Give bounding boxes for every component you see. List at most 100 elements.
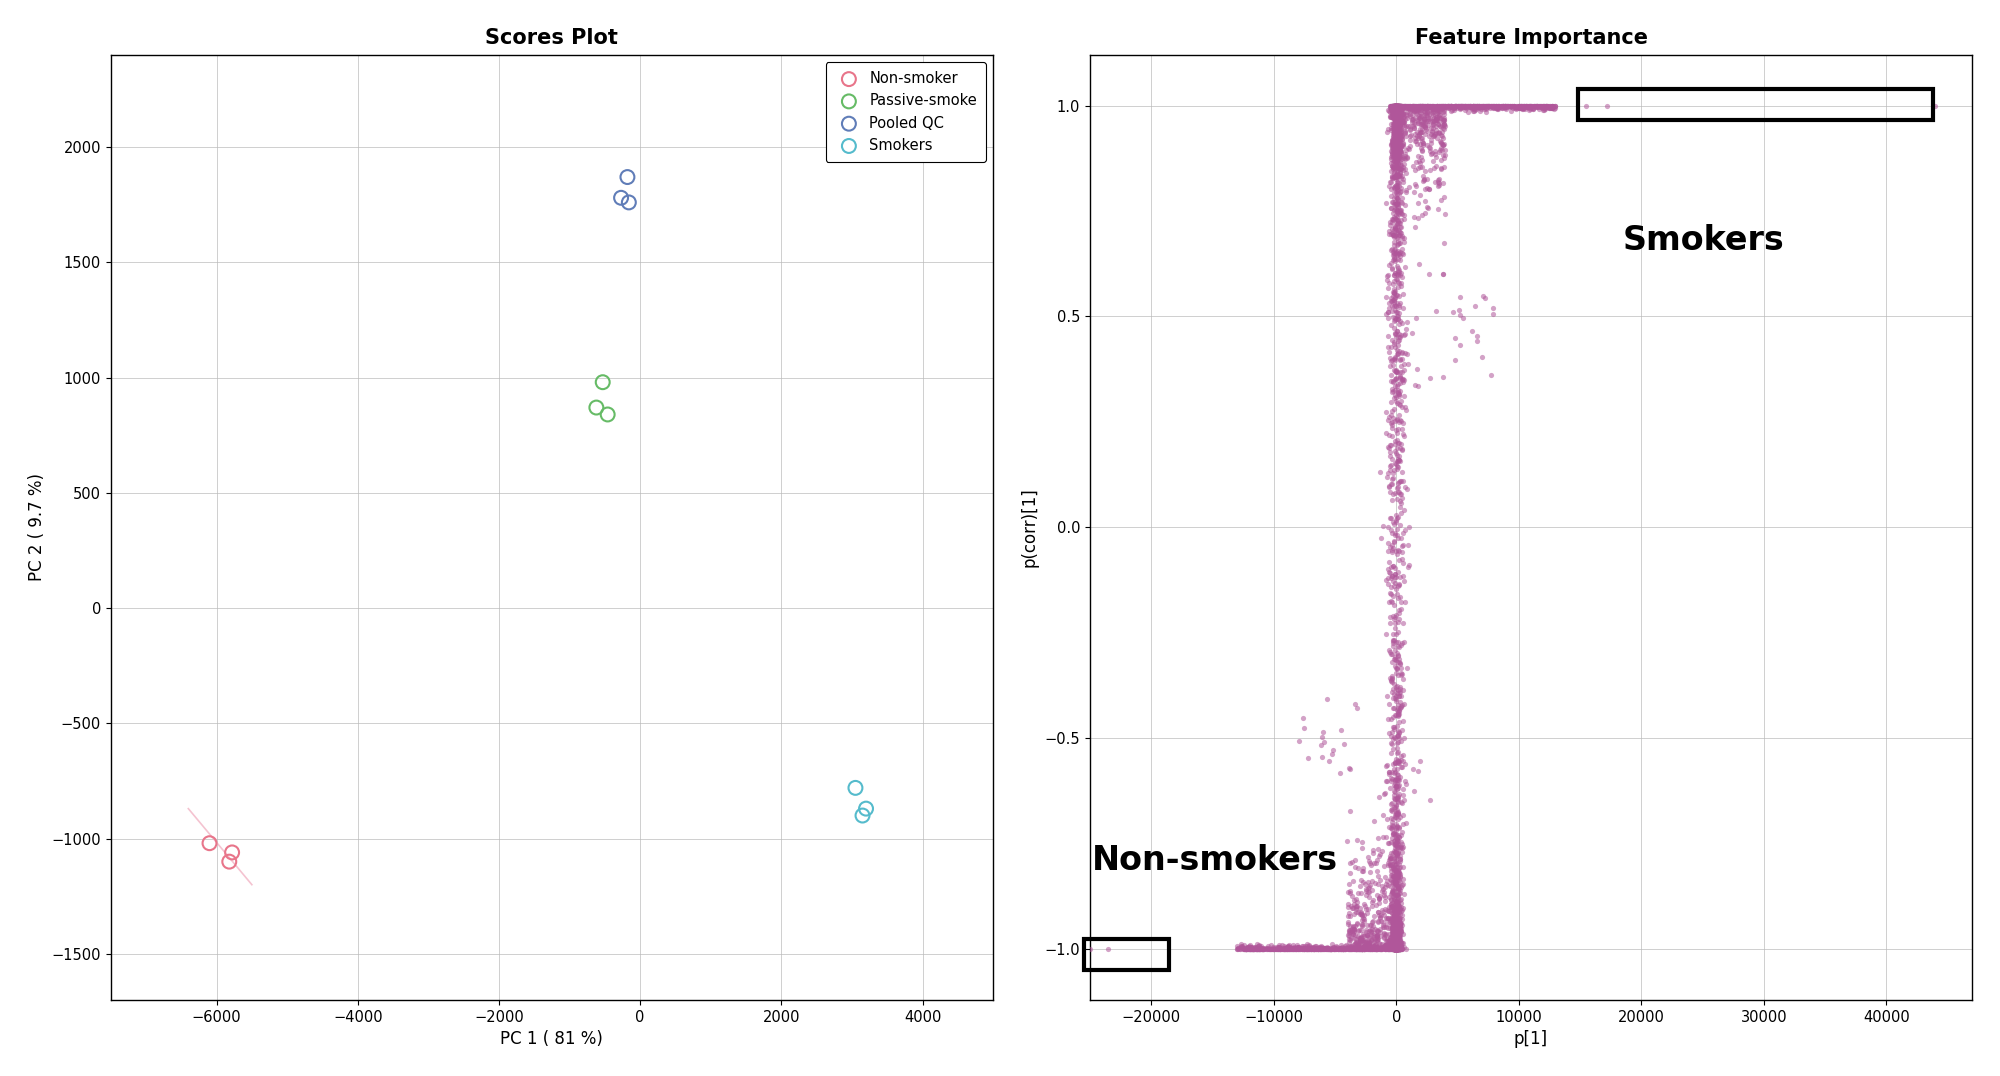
Point bbox=[1352, 939, 1384, 957]
Point bbox=[1232, 939, 1264, 957]
Point bbox=[1380, 98, 1412, 115]
Point bbox=[1382, 940, 1414, 958]
Point bbox=[1386, 99, 1418, 116]
Point bbox=[1364, 464, 1396, 481]
Point bbox=[1292, 940, 1324, 958]
Point bbox=[1402, 99, 1434, 116]
Point bbox=[1378, 611, 1410, 628]
Point bbox=[1386, 939, 1418, 957]
Point bbox=[1404, 148, 1436, 166]
Point bbox=[1376, 625, 1408, 642]
Point bbox=[1386, 876, 1418, 893]
Point bbox=[1410, 99, 1442, 116]
Point bbox=[1226, 937, 1258, 954]
Point bbox=[1396, 97, 1428, 114]
Point bbox=[1386, 567, 1418, 584]
Point bbox=[1374, 849, 1406, 866]
Point bbox=[1298, 940, 1330, 958]
Point bbox=[1464, 98, 1496, 115]
Point bbox=[1380, 771, 1412, 789]
Point bbox=[1422, 102, 1454, 119]
Pooled QC bbox=[606, 189, 638, 207]
Point bbox=[1366, 939, 1398, 957]
Point bbox=[1382, 112, 1414, 129]
Point bbox=[1382, 923, 1414, 940]
Point bbox=[1376, 890, 1408, 907]
Point bbox=[1380, 102, 1412, 119]
Point bbox=[1374, 108, 1406, 125]
Point bbox=[1372, 710, 1404, 727]
Point bbox=[1378, 442, 1410, 459]
Point bbox=[1382, 105, 1414, 123]
Point bbox=[1370, 625, 1402, 642]
Point bbox=[1438, 98, 1470, 115]
Point bbox=[1382, 491, 1414, 508]
Point bbox=[1274, 940, 1306, 958]
Point bbox=[1314, 940, 1346, 958]
Point bbox=[1426, 97, 1458, 114]
Point bbox=[1380, 940, 1412, 958]
Point bbox=[1424, 98, 1456, 115]
Point bbox=[1382, 923, 1414, 940]
Point bbox=[1380, 150, 1412, 167]
Point bbox=[1384, 218, 1416, 236]
Point bbox=[1514, 97, 1546, 114]
Point bbox=[1278, 938, 1310, 955]
Point bbox=[1376, 940, 1408, 958]
Point bbox=[1378, 922, 1410, 939]
Point bbox=[1382, 940, 1414, 958]
Point bbox=[1386, 97, 1418, 114]
Point bbox=[1386, 104, 1418, 122]
Point bbox=[1378, 97, 1410, 114]
Point bbox=[1418, 97, 1450, 114]
Point bbox=[1370, 936, 1402, 953]
Point bbox=[1380, 940, 1412, 958]
Point bbox=[1378, 930, 1410, 947]
Point bbox=[1388, 158, 1420, 175]
Point bbox=[1382, 448, 1414, 465]
Point bbox=[1382, 99, 1414, 116]
Point bbox=[1380, 929, 1412, 946]
Point bbox=[1244, 937, 1276, 954]
Point bbox=[1388, 634, 1420, 651]
Point bbox=[1382, 98, 1414, 115]
Point bbox=[1382, 910, 1414, 928]
Point bbox=[1378, 280, 1410, 297]
Point bbox=[1390, 97, 1422, 114]
Point bbox=[1384, 102, 1416, 119]
Point bbox=[1386, 98, 1418, 115]
Point bbox=[1426, 116, 1458, 133]
Point bbox=[1342, 940, 1374, 958]
Point bbox=[1382, 337, 1414, 354]
Point bbox=[1920, 97, 1952, 114]
Point bbox=[1378, 169, 1410, 186]
Point bbox=[1404, 97, 1436, 114]
Point bbox=[1504, 100, 1536, 117]
Point bbox=[1342, 921, 1374, 938]
Point bbox=[1386, 472, 1418, 490]
Point bbox=[1382, 939, 1414, 957]
Point bbox=[1380, 146, 1412, 164]
Point bbox=[1370, 940, 1402, 958]
Point bbox=[1384, 99, 1416, 116]
Point bbox=[1386, 113, 1418, 130]
Point bbox=[1384, 97, 1416, 114]
Point bbox=[1380, 797, 1412, 815]
Point bbox=[1360, 928, 1392, 945]
Point bbox=[1384, 97, 1416, 114]
Point bbox=[1520, 97, 1552, 114]
Point bbox=[1396, 97, 1428, 114]
Point bbox=[1386, 144, 1418, 161]
Point bbox=[1388, 472, 1420, 490]
Point bbox=[1326, 940, 1358, 958]
Point bbox=[1384, 98, 1416, 115]
Point bbox=[1374, 97, 1406, 114]
Point bbox=[1380, 660, 1412, 677]
Point bbox=[1380, 938, 1412, 955]
Point bbox=[1380, 940, 1412, 958]
Point bbox=[1354, 916, 1386, 933]
Point bbox=[1418, 110, 1450, 127]
Point bbox=[1364, 888, 1396, 905]
Point bbox=[1378, 907, 1410, 924]
Point bbox=[1482, 97, 1514, 114]
